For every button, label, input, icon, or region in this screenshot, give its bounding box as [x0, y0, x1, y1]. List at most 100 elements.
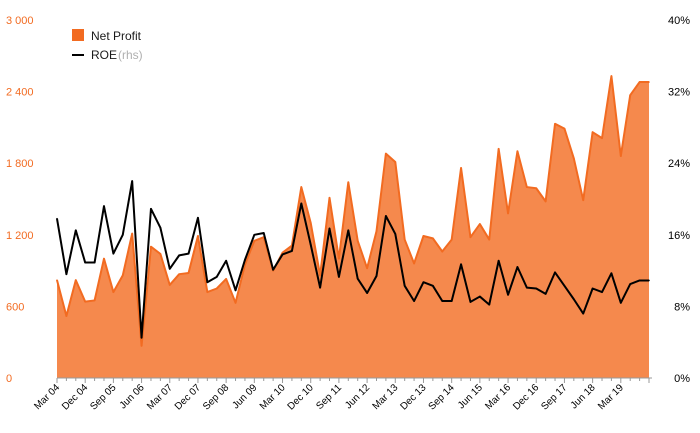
x-axis-tick-label: Sep 08 [201, 382, 231, 412]
net-profit-point [413, 262, 415, 265]
x-axis-tick-label: Sep 17 [539, 382, 569, 412]
roe-point [206, 281, 209, 284]
net-profit-point [620, 155, 622, 157]
net-profit-point [319, 274, 321, 277]
net-profit-point [159, 253, 162, 255]
net-profit-point [93, 299, 96, 302]
roe-point [638, 279, 641, 282]
roe-point [413, 300, 415, 302]
right-axis-ticks: 0% 8% 16% 24% 32% 40% [668, 15, 690, 385]
legend-label-net-profit: Net Profit [91, 29, 142, 43]
net-profit-point [460, 167, 462, 169]
net-profit-point [450, 238, 453, 241]
roe-point [460, 263, 462, 266]
net-profit-point [516, 150, 519, 153]
roe-point [234, 289, 237, 292]
roe-point [338, 276, 340, 278]
net-profit-point [403, 238, 406, 241]
roe-point [291, 250, 293, 252]
right-axis-tick-label: 32% [668, 87, 690, 99]
roe-point [253, 234, 256, 236]
roe-point [591, 287, 594, 290]
roe-point [610, 272, 613, 275]
net-profit-area-layer [56, 75, 650, 378]
x-axis-tick-label: Dec 13 [398, 382, 428, 412]
x-axis-tick-label: Mar 04 [32, 382, 62, 412]
roe-point [450, 300, 453, 302]
x-axis-tick-label: Sep 11 [314, 382, 344, 412]
net-profit-point [121, 274, 124, 277]
net-profit-point [150, 245, 152, 248]
legend-label-roe: ROE [91, 48, 117, 62]
roe-point [347, 229, 350, 232]
net-profit-point [526, 186, 528, 188]
roe-point [65, 273, 68, 275]
net-profit-point [554, 123, 556, 125]
left-axis-tick-label: 600 [6, 301, 24, 313]
roe-point [582, 312, 585, 315]
roe-point [356, 277, 359, 280]
net-profit-point [281, 251, 284, 254]
roe-point [544, 293, 547, 295]
net-profit-point [394, 161, 397, 163]
right-axis-tick-label: 16% [668, 230, 690, 242]
net-profit-point [131, 232, 133, 235]
net-profit-point [112, 291, 115, 293]
roe-point [225, 259, 227, 262]
net-profit-point [563, 127, 566, 130]
roe-point [140, 336, 143, 339]
left-axis-ticks: 0 600 1 200 1 800 2 400 3 000 [6, 15, 34, 385]
net-profit-point [206, 291, 209, 293]
net-profit-point [328, 197, 331, 199]
legend: Net Profit ROE (rhs) [72, 29, 143, 62]
x-axis-tick-label: Jun 12 [343, 382, 372, 411]
roe-point [112, 252, 115, 255]
x-axis-tick-label: Jun 18 [569, 382, 598, 411]
roe-point [319, 286, 321, 289]
roe-point [422, 281, 425, 284]
net-profit-point [215, 287, 218, 290]
net-profit-line [56, 75, 649, 347]
net-profit-point [535, 187, 538, 190]
x-axis-tick-label: Mar 07 [145, 382, 175, 412]
net-profit-point [338, 257, 340, 260]
x-axis-tick-label: Jun 09 [230, 382, 259, 411]
roe-point [178, 254, 180, 257]
net-profit-point [422, 235, 425, 237]
roe-point [432, 285, 434, 287]
net-profit-point [140, 344, 143, 347]
roe-point [488, 303, 491, 306]
x-axis-tick-label: Mar 10 [258, 382, 288, 412]
x-axis-tick-label: Jun 06 [118, 382, 147, 411]
roe-point [601, 291, 603, 293]
roe-point [309, 243, 312, 246]
x-axis-tick-label: Sep 05 [88, 382, 118, 412]
legend-swatch-net-profit [72, 29, 84, 41]
roe-point [620, 302, 622, 304]
left-axis-tick-label: 3 000 [6, 15, 34, 27]
right-axis-tick-label: 40% [668, 15, 690, 27]
net-profit-point [573, 157, 575, 160]
roe-point [56, 217, 58, 220]
roe-point [385, 215, 387, 217]
left-axis-tick-label: 1 800 [6, 158, 34, 170]
roe-point [328, 227, 331, 230]
net-profit-point [168, 284, 171, 286]
left-axis-tick-label: 0 [6, 373, 12, 385]
roe-point [197, 217, 199, 219]
net-profit-point [582, 199, 585, 201]
net-profit-point [347, 181, 350, 184]
net-profit-point [610, 75, 613, 77]
net-profit-area [57, 76, 649, 378]
roe-point [262, 232, 265, 234]
net-profit-point [56, 279, 58, 281]
net-profit-point [601, 137, 603, 139]
net-profit-point [74, 279, 77, 281]
net-profit-point [432, 237, 434, 240]
net-profit-point [629, 94, 632, 96]
roe-point [403, 285, 406, 287]
roe-point [441, 300, 444, 302]
roe-point [516, 266, 519, 268]
